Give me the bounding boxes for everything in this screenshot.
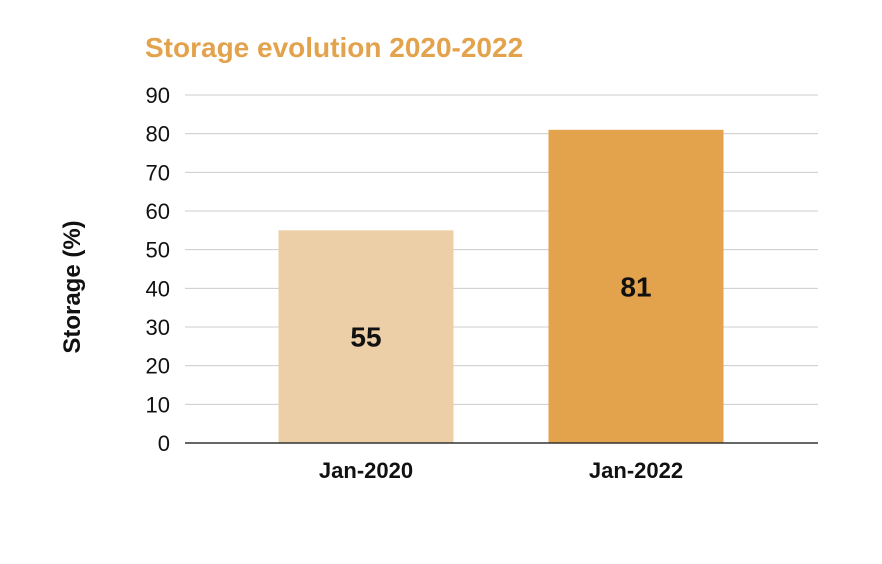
bars xyxy=(278,129,724,444)
y-tick-label: 80 xyxy=(146,122,170,147)
data-label: 55 xyxy=(350,322,381,353)
data-label: 81 xyxy=(620,271,651,302)
y-axis-label: Storage (%) xyxy=(59,220,86,353)
x-tick-label: Jan-2020 xyxy=(319,458,413,483)
data-labels: 55 81 xyxy=(350,271,651,352)
y-tick-label: 10 xyxy=(146,392,170,417)
y-tick-label: 60 xyxy=(146,199,170,224)
y-tick-labels: 0 10 20 30 40 50 60 70 80 90 xyxy=(146,83,170,456)
y-tick-label: 70 xyxy=(146,160,170,185)
y-tick-label: 20 xyxy=(146,354,170,379)
y-tick-label: 40 xyxy=(146,276,170,301)
y-tick-label: 90 xyxy=(146,83,170,108)
chart-title: Storage evolution 2020-2022 xyxy=(145,32,524,63)
category-labels: Jan-2020 Jan-2022 xyxy=(319,458,683,483)
x-tick-label: Jan-2022 xyxy=(589,458,683,483)
y-tick-label: 0 xyxy=(158,431,170,456)
bar xyxy=(548,129,724,444)
y-tick-label: 50 xyxy=(146,238,170,263)
y-tick-label: 30 xyxy=(146,315,170,340)
bar xyxy=(278,230,454,443)
